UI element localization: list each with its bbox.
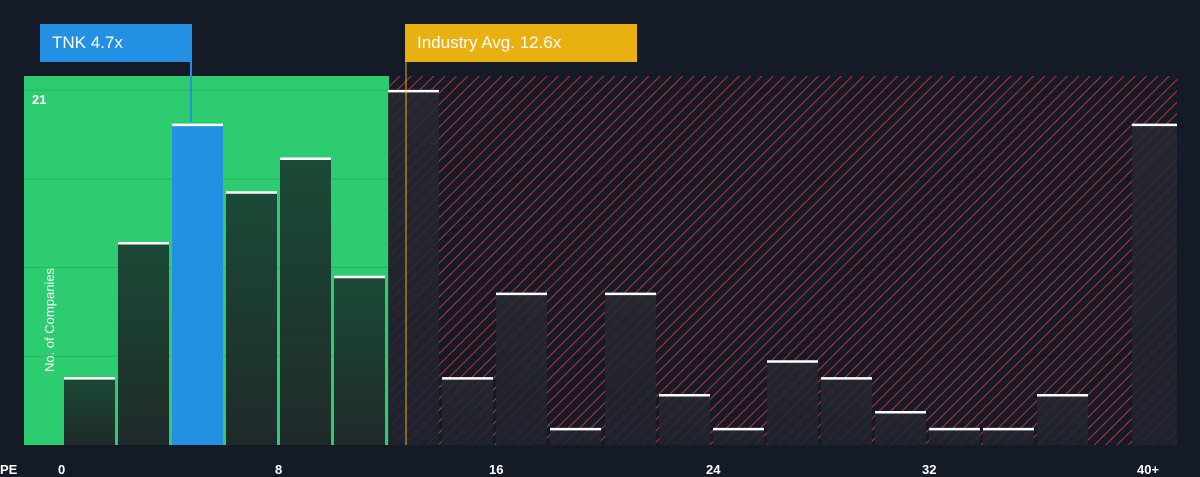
bar-5 <box>172 123 223 446</box>
bar-35 <box>983 428 1034 445</box>
x-tick-label-32: 32 <box>922 462 937 477</box>
company-pe-label: TNK 4.7x <box>52 33 123 52</box>
industry-average-callout: Industry Avg. 12.6x <box>405 24 637 62</box>
company-pe-callout: TNK 4.7x <box>40 24 192 62</box>
bar-3 <box>118 242 169 445</box>
x-tick-label-24: 24 <box>706 462 721 477</box>
bar-13 <box>388 90 439 445</box>
bar-19 <box>550 428 601 445</box>
x-axis-title: PE <box>0 462 18 477</box>
bar-1 <box>64 377 115 445</box>
bar-23 <box>659 394 710 445</box>
bar-37 <box>1037 394 1088 445</box>
x-tick-label-16: 16 <box>489 462 504 477</box>
bar-15 <box>442 377 493 445</box>
bar-33 <box>929 428 980 445</box>
x-tick-label-40: 40+ <box>1137 462 1160 477</box>
bar-21 <box>605 292 656 445</box>
bar-40.5 <box>1132 123 1177 446</box>
x-tick-label-0: 0 <box>58 462 66 477</box>
bar-27 <box>767 360 818 445</box>
bar-25 <box>713 428 764 445</box>
bars <box>64 89 1177 446</box>
y-tick-label: 21 <box>32 92 47 107</box>
industry-average-label: Industry Avg. 12.6x <box>417 33 562 52</box>
bar-9 <box>280 157 331 445</box>
bar-17 <box>496 292 547 445</box>
bar-7 <box>226 191 277 445</box>
bar-29 <box>821 377 872 445</box>
bar-31 <box>875 411 926 445</box>
bar-11 <box>334 276 385 445</box>
y-axis-title: No. of Companies <box>42 267 57 372</box>
x-tick-label-8: 8 <box>275 462 283 477</box>
